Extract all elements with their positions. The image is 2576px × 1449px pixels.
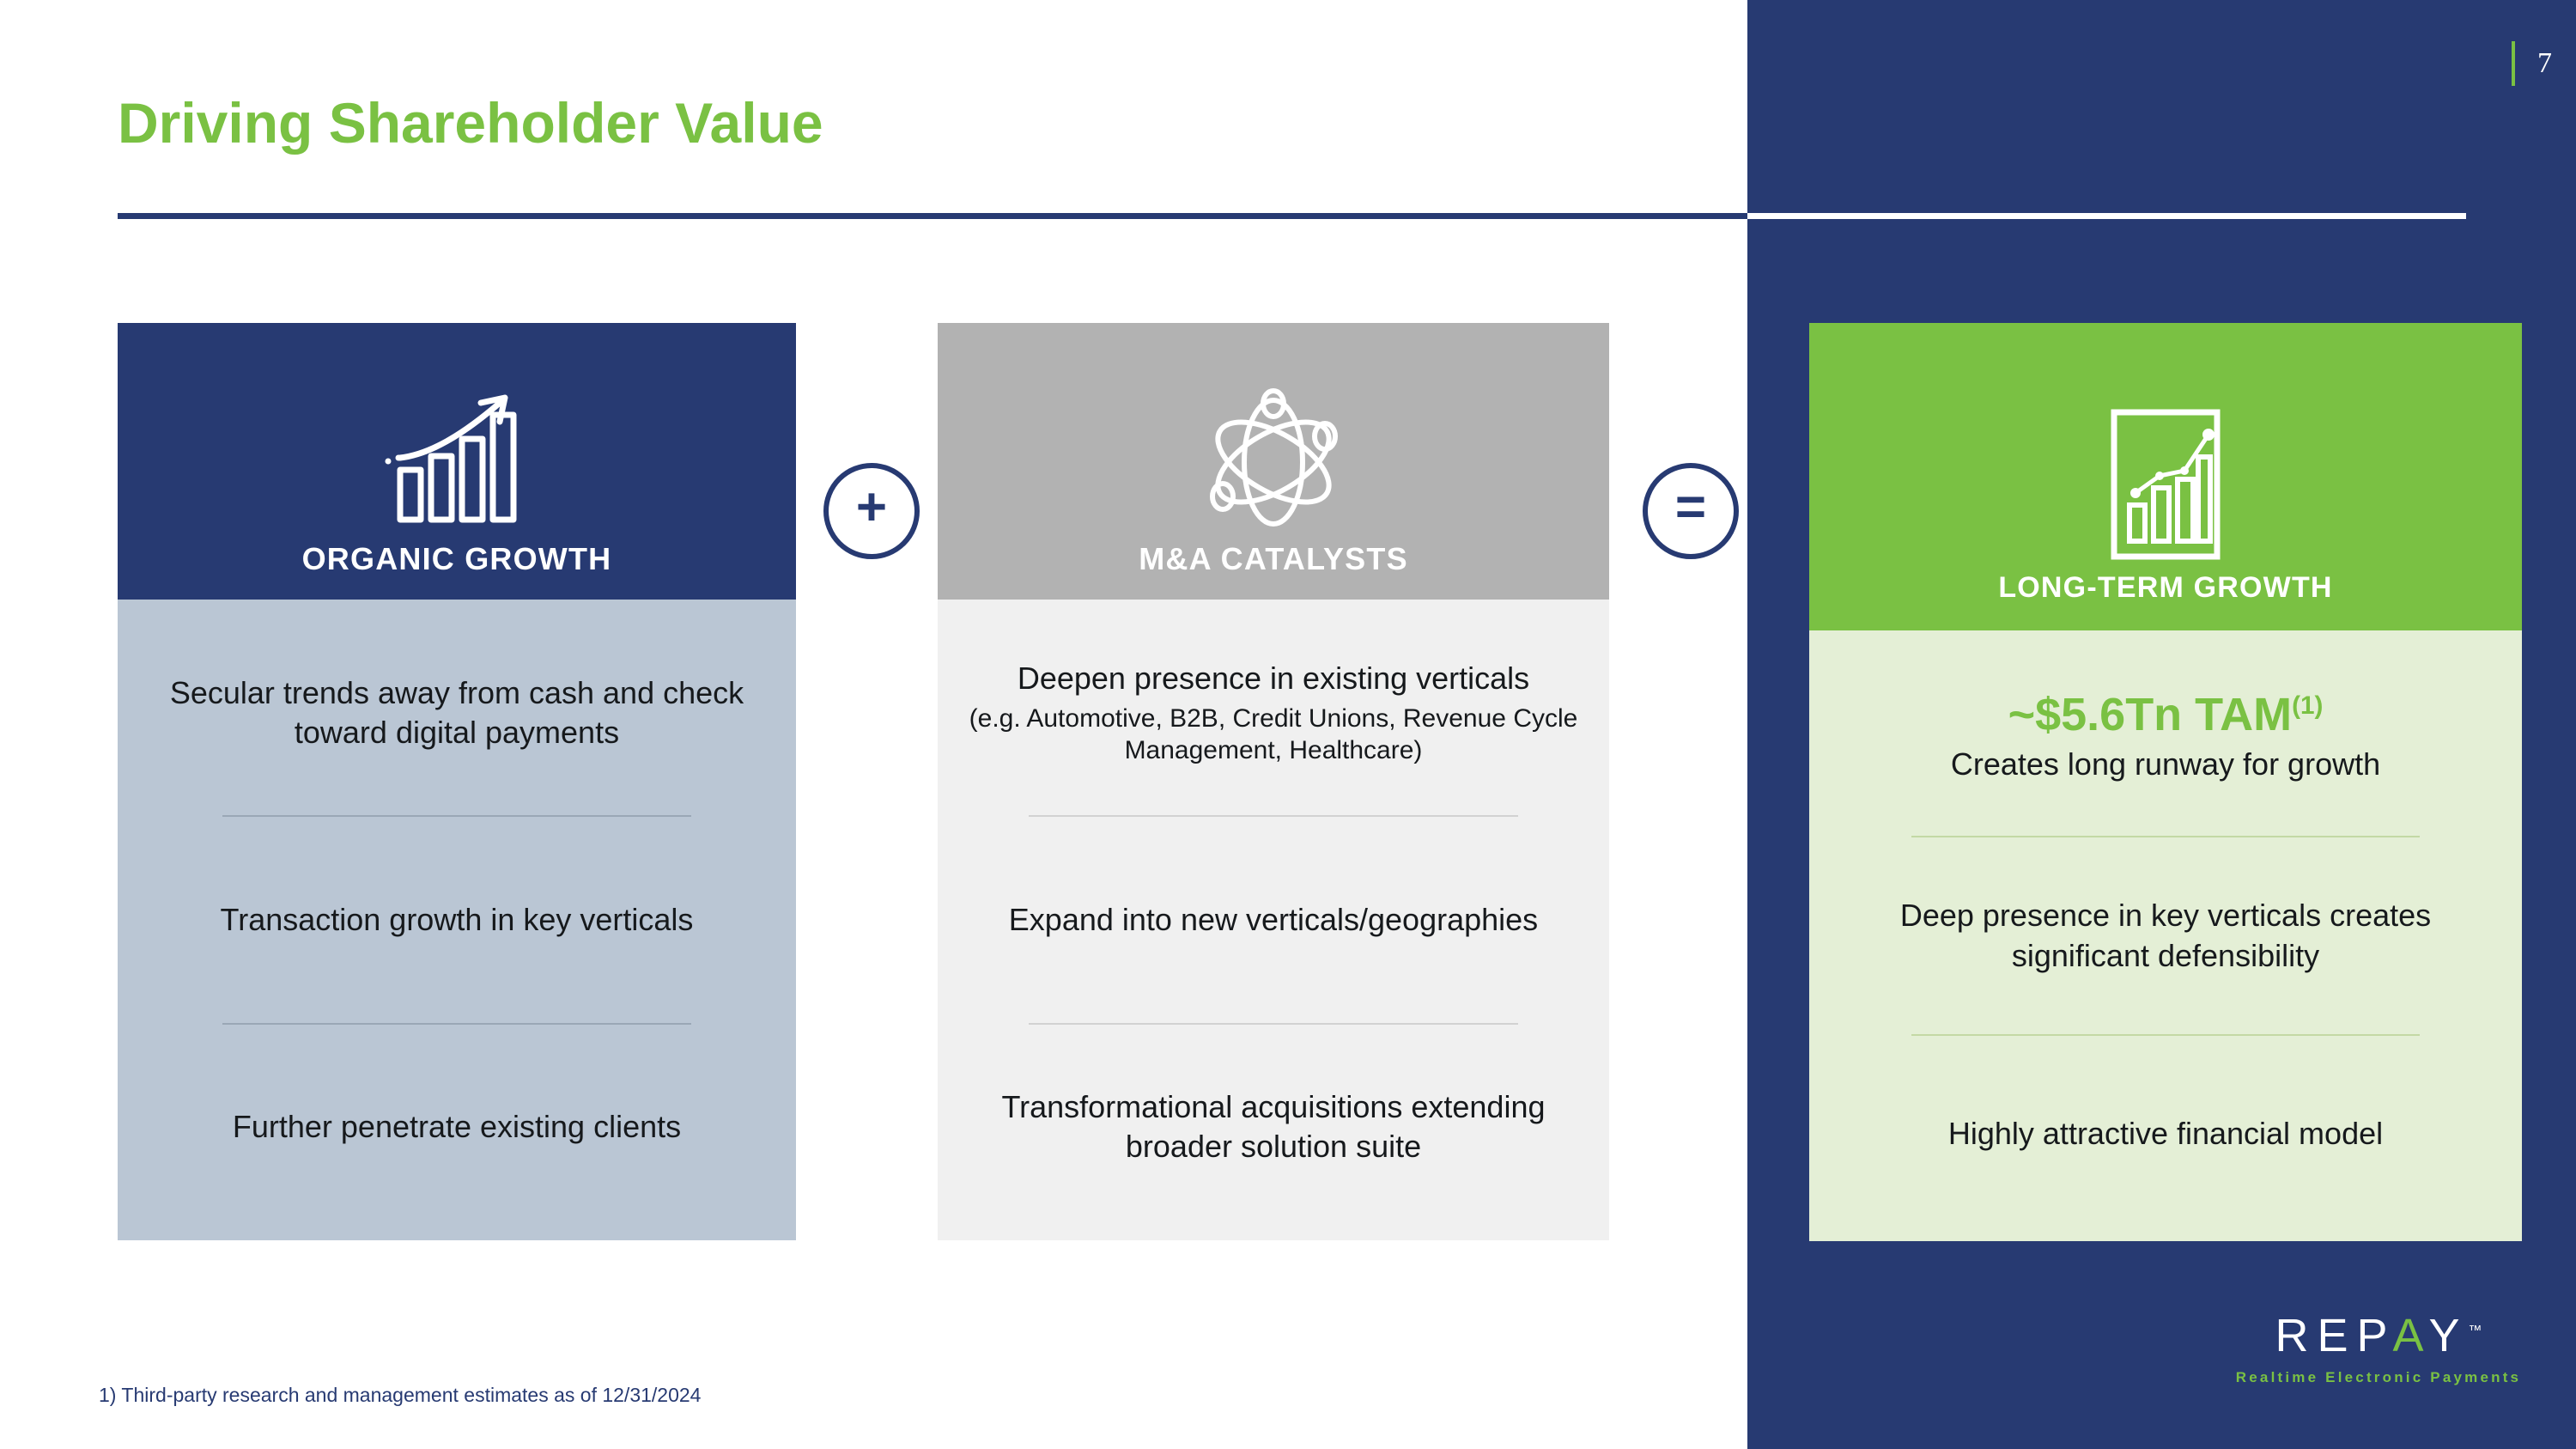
card-ma-catalysts-point-1-main: Deepen presence in existing verticals — [1017, 661, 1530, 697]
equals-operator-label: = — [1674, 478, 1707, 537]
card-ma-catalysts-header: M&A CATALYSTS — [938, 323, 1609, 600]
page-number-rule — [2512, 41, 2515, 86]
card-ma-catalysts-sub-note: (e.g. Automotive, B2B, Credit Unions, Re… — [969, 704, 1578, 764]
equals-operator-icon: = — [1643, 463, 1739, 559]
repay-logo-wordmark: REPAY™ — [2233, 1312, 2524, 1359]
card-ma-catalysts-point-2: Expand into new verticals/geographies — [1008, 901, 1539, 937]
divider — [1911, 1034, 2420, 1036]
card-long-term-growth-point-1-text: Creates long runway for growth — [1950, 746, 2381, 782]
repay-logo-tagline: Realtime Electronic Payments — [2235, 1369, 2522, 1385]
card-organic-growth-title: ORGANIC GROWTH — [301, 541, 612, 576]
repay-logo-part2: Y — [2428, 1310, 2469, 1361]
repay-logo: REPAY™ Realtime Electronic Payments — [2233, 1312, 2524, 1386]
card-ma-catalysts: M&A CATALYSTS Deepen presence in existin… — [938, 323, 1609, 1240]
card-long-term-growth: LONG-TERM GROWTH ~$5.6Tn TAM(1) Creates … — [1809, 323, 2522, 1241]
card-organic-growth-point-3: Further penetrate existing clients — [232, 1109, 682, 1145]
card-ma-catalysts-point-3: Transformational acquisitions extending … — [1001, 1089, 1546, 1165]
title-rule-right — [1747, 213, 2466, 219]
repay-logo-part1: REP — [2275, 1310, 2393, 1361]
tam-headline-footnote-ref: (1) — [2292, 691, 2324, 721]
divider — [1029, 815, 1518, 818]
page-number: 7 — [2537, 47, 2552, 79]
divider — [222, 1022, 691, 1025]
card-ma-catalysts-point-1: Deepen presence in existing verticals (e… — [951, 610, 1595, 815]
plus-operator-icon: + — [823, 463, 920, 559]
card-long-term-growth-point-3: Highly attractive financial model — [1947, 1116, 2384, 1152]
page-number-group: 7 — [2512, 41, 2552, 86]
card-organic-growth: ORGANIC GROWTH Secular trends away from … — [118, 323, 796, 1240]
tam-headline: ~$5.6Tn TAM(1) — [2008, 691, 2324, 740]
card-organic-growth-point-1: Secular trends away from cash and check … — [169, 674, 744, 750]
card-long-term-growth-point-2: Deep presence in key verticals creates s… — [1899, 898, 2432, 973]
card-ma-catalysts-body: Deepen presence in existing verticals (e… — [938, 600, 1609, 1240]
card-organic-growth-header: ORGANIC GROWTH — [118, 323, 796, 600]
tam-headline-value: ~$5.6Tn TAM — [2008, 689, 2293, 741]
card-long-term-growth-title: LONG-TERM GROWTH — [1998, 571, 2333, 604]
card-long-term-growth-header: LONG-TERM GROWTH — [1809, 323, 2522, 630]
repay-logo-accent-a: A — [2392, 1310, 2429, 1361]
card-organic-growth-body: Secular trends away from cash and check … — [118, 600, 796, 1240]
page-title: Driving Shareholder Value — [118, 91, 823, 155]
divider — [1029, 1022, 1518, 1025]
bar-chart-arrow-up-icon — [380, 391, 534, 541]
card-organic-growth-point-2: Transaction growth in key verticals — [220, 901, 694, 937]
card-long-term-growth-point-1: ~$5.6Tn TAM(1) Creates long runway for g… — [1832, 639, 2500, 836]
atom-orbit-icon — [1200, 387, 1346, 541]
footnote: 1) Third-party research and management e… — [99, 1384, 702, 1406]
divider — [222, 815, 691, 818]
card-long-term-growth-body: ~$5.6Tn TAM(1) Creates long runway for g… — [1809, 630, 2522, 1241]
plus-operator-label: + — [855, 478, 888, 537]
divider — [1911, 836, 2420, 837]
title-rule-left — [118, 213, 1747, 219]
repay-logo-trademark: ™ — [2468, 1324, 2482, 1338]
framed-bar-chart-trend-icon — [2088, 404, 2243, 571]
card-ma-catalysts-title: M&A CATALYSTS — [1139, 541, 1408, 576]
